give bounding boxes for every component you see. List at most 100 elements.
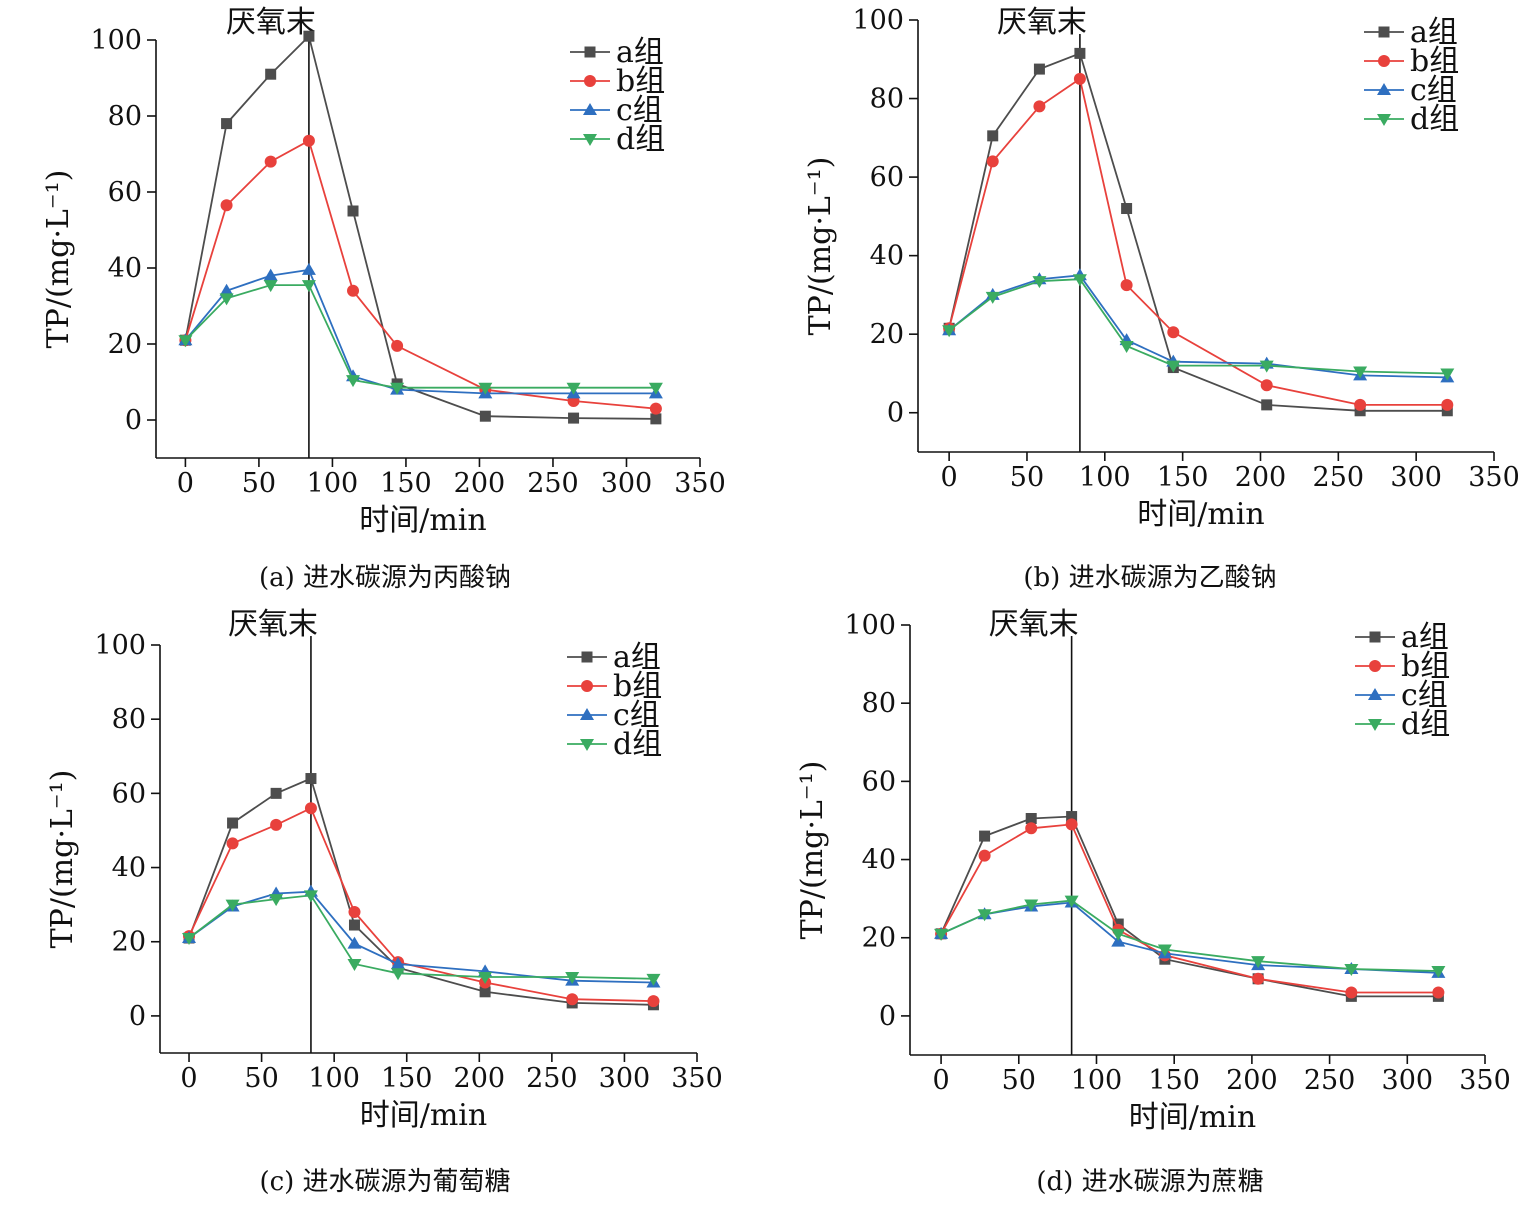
data-point (1032, 276, 1047, 289)
data-point (390, 382, 405, 395)
data-point (1261, 399, 1273, 411)
data-point (220, 199, 233, 212)
y-axis-label: TP/(mg·L⁻¹) (45, 770, 80, 949)
data-point (479, 410, 491, 422)
legend-marker (1369, 660, 1381, 672)
x-tick-label: 350 (674, 468, 726, 499)
data-point (1072, 274, 1087, 287)
data-point (478, 382, 493, 395)
x-tick-label: 200 (454, 1063, 506, 1094)
x-tick-label: 150 (380, 468, 432, 499)
data-point (1064, 895, 1079, 908)
data-point (348, 919, 360, 931)
legend-label: a组 (1401, 620, 1449, 655)
y-tick-label: 40 (862, 845, 896, 876)
legend-marker (581, 680, 593, 692)
data-point (1441, 398, 1454, 411)
data-point (301, 262, 316, 275)
data-point (219, 283, 234, 296)
legend-marker (1368, 688, 1382, 700)
data-point (1121, 203, 1133, 215)
data-point (1440, 368, 1455, 381)
y-tick-label: 0 (879, 1001, 896, 1032)
data-point (226, 837, 239, 850)
x-tick-label: 150 (1157, 462, 1209, 493)
legend-label: c组 (613, 698, 660, 733)
x-tick-label: 250 (1304, 1065, 1356, 1096)
data-point (346, 375, 361, 388)
anaerobic-end-label: 厌氧末 (989, 607, 1079, 642)
x-tick-label: 100 (307, 468, 359, 499)
x-tick-label: 250 (526, 1063, 578, 1094)
x-tick-label: 200 (1235, 462, 1287, 493)
data-point (303, 890, 318, 903)
data-point (1431, 965, 1446, 978)
series-line-1 (188, 777, 654, 1006)
chart-panel-d: 0 20 40 60 80 100 0 50 100 150 200 250 300 350 时间/min T… (795, 607, 1511, 1197)
legend-label: d组 (616, 122, 665, 157)
data-point (1252, 972, 1265, 985)
data-point (977, 909, 992, 922)
legend-label: a组 (613, 640, 661, 675)
data-point (934, 928, 949, 941)
legend-marker (584, 46, 596, 58)
y-tick-label: 20 (870, 319, 904, 350)
data-point (347, 958, 362, 971)
data-point (1167, 326, 1180, 339)
data-point (264, 155, 277, 168)
data-point (987, 130, 999, 142)
x-tick-label: 250 (1313, 462, 1365, 493)
anaerobic-end-label: 厌氧末 (226, 5, 316, 40)
data-point (1065, 818, 1078, 831)
series-line-2 (188, 806, 654, 1002)
data-point (221, 118, 233, 130)
data-point (1354, 398, 1367, 411)
data-point (263, 280, 278, 293)
legend-marker (581, 651, 593, 663)
data-point (270, 787, 282, 799)
data-point (1025, 813, 1037, 824)
x-tick-label: 0 (932, 1065, 949, 1096)
legend-marker (583, 134, 597, 146)
chart-panel-c: 0 20 40 60 80 100 0 50 100 150 200 250 300 350 时间/min T… (45, 607, 723, 1197)
y-tick-label: 20 (108, 329, 142, 360)
series-line-1 (184, 34, 656, 420)
x-tick-label: 300 (1382, 1065, 1434, 1096)
x-axis-label: 时间/min (359, 503, 486, 538)
y-tick-label: 20 (112, 927, 146, 958)
data-point (650, 413, 662, 425)
data-point (348, 906, 361, 919)
data-point (270, 818, 283, 831)
y-tick-label: 60 (862, 766, 896, 797)
legend-label: b组 (613, 669, 662, 704)
data-point (1353, 366, 1368, 379)
y-axis-label: TP/(mg·L⁻¹) (803, 157, 838, 336)
y-tick-label: 40 (108, 253, 142, 284)
data-point (301, 280, 316, 293)
legend-label: d组 (1410, 102, 1459, 137)
legend-label: d组 (1401, 707, 1450, 742)
data-point (566, 382, 581, 395)
x-tick-label: 350 (1468, 462, 1520, 493)
y-tick-label: 40 (112, 853, 146, 884)
legend-marker (584, 75, 596, 87)
data-point (225, 899, 240, 912)
x-tick-label: 200 (454, 468, 506, 499)
x-tick-label: 100 (1079, 462, 1131, 493)
y-tick-label: 100 (844, 610, 896, 641)
x-tick-label: 150 (1148, 1065, 1200, 1096)
data-point (1025, 822, 1038, 835)
legend-label: d组 (613, 727, 662, 762)
y-tick-label: 80 (108, 101, 142, 132)
data-point (391, 956, 406, 969)
data-point (1120, 279, 1133, 292)
y-axis-label: TP/(mg·L⁻¹) (795, 761, 830, 940)
data-point (985, 291, 1000, 304)
data-point (302, 134, 315, 147)
y-tick-label: 100 (852, 5, 904, 36)
data-point (565, 971, 580, 984)
data-point (648, 382, 663, 395)
data-point (269, 894, 284, 907)
data-point (263, 268, 278, 281)
data-point (1074, 47, 1086, 59)
